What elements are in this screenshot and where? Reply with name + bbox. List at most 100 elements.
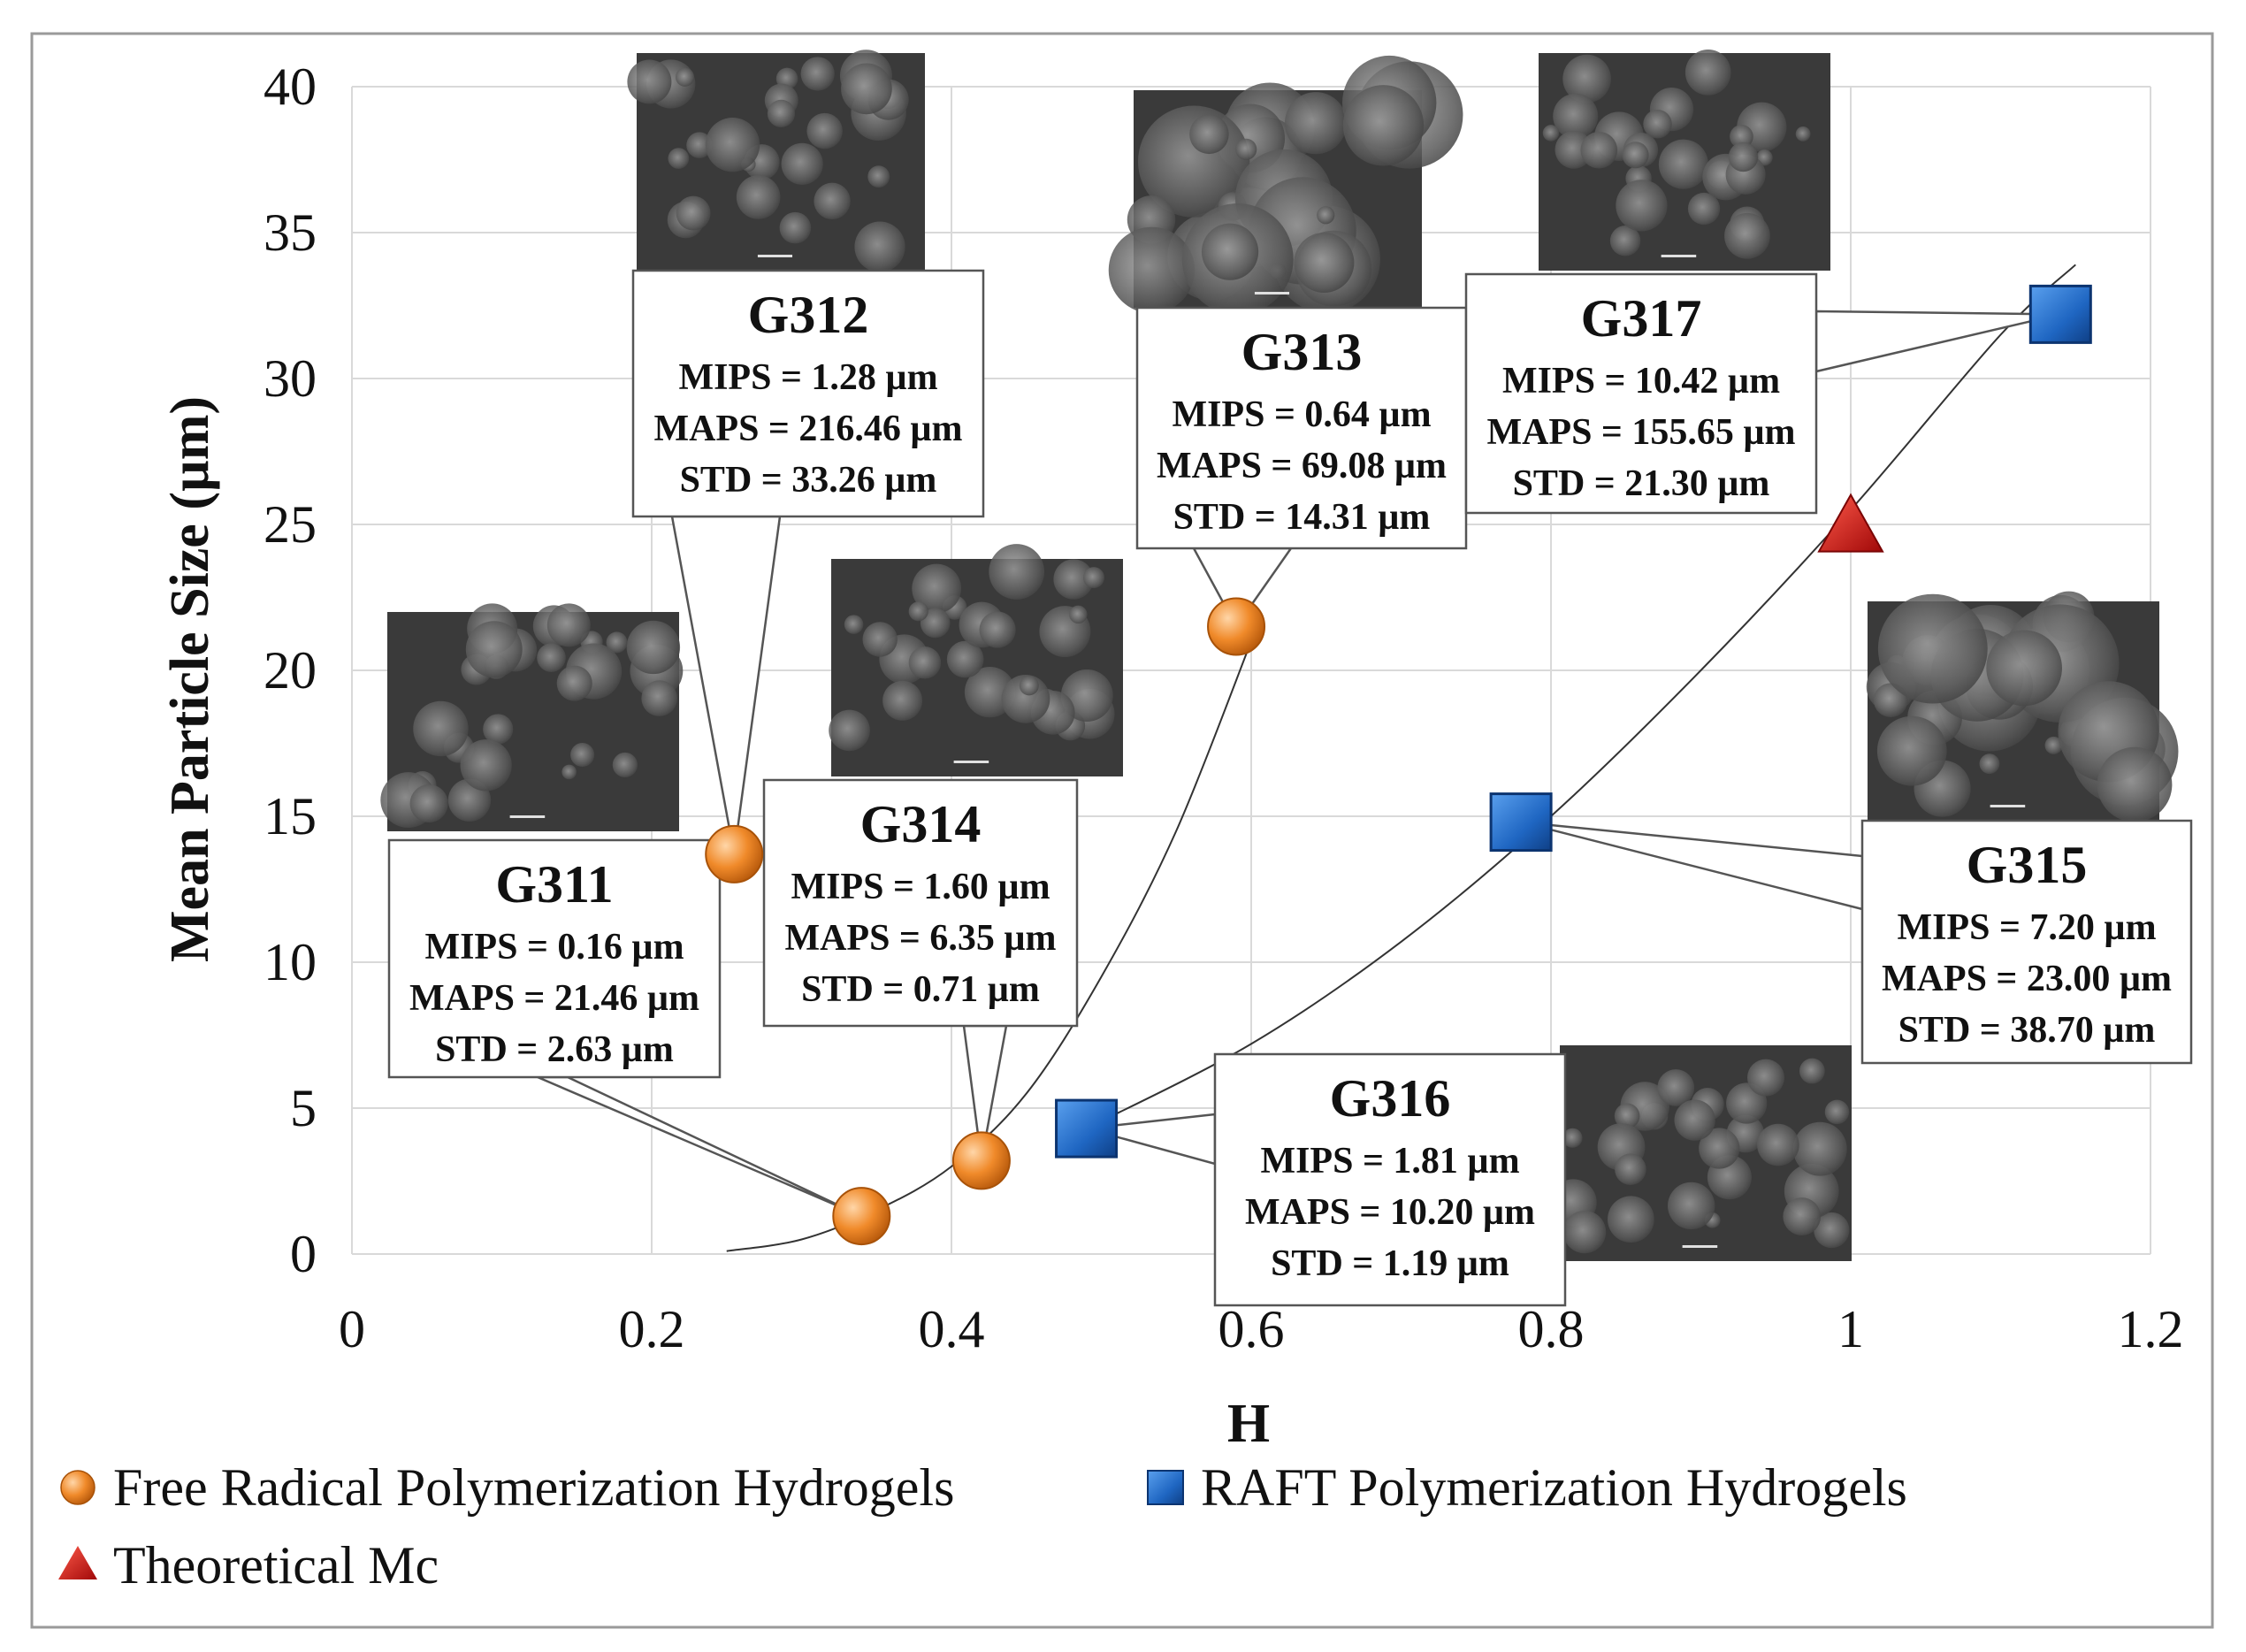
sem-particle [483,714,514,745]
raft-trend [1086,264,2076,1129]
sem-scale-bar [1661,255,1697,257]
sem-particle [1728,141,1759,172]
label-line: MIPS = 0.16 µm [424,927,684,967]
label-title: G315 [1967,836,2088,894]
sem-particle [882,680,923,721]
g317-point [2028,284,2092,344]
sem-particle [800,57,835,91]
sem-scale-bar [509,815,546,818]
sem-particle [841,63,892,115]
sem-particle [1783,1197,1822,1235]
sem-particle [1542,125,1560,141]
y-tick-label: 15 [264,787,317,845]
sem-particle [806,112,843,149]
sem-particle [1615,1153,1646,1185]
sem-particle [1069,605,1088,624]
label-line: MAPS = 6.35 µm [784,918,1056,959]
sem-particle [627,59,672,104]
sem-particle [1553,93,1599,139]
sem-particle [1876,715,1947,786]
label-line: STD = 33.26 µm [680,460,937,501]
label-title: G313 [1241,323,1363,381]
label-line: MIPS = 0.64 µm [1172,394,1431,435]
label-line: MAPS = 21.46 µm [409,978,699,1019]
sem-particle [767,99,796,127]
sem-particle [537,643,566,672]
sem-particle [1082,567,1104,589]
label-title: G311 [495,855,613,914]
sem-scale-bar [1254,292,1290,294]
x-tick-label: 0.2 [619,1300,685,1358]
x-tick-label: 1.2 [2118,1300,2184,1358]
label-line: STD = 14.31 µm [1173,497,1431,538]
sem-particle [1730,125,1753,149]
sem-particle [854,221,905,272]
sem-particle [781,142,823,185]
sem-particle [814,182,851,220]
x-tick-label: 0.8 [1518,1300,1585,1358]
sem-particle [908,646,942,679]
label-box-g315: G315 MIPS = 7.20 µm MAPS = 23.00 µm STD = 3… [1860,819,2193,1065]
sem-particle [612,752,638,778]
sem-particle [829,709,870,752]
sem-particle [1201,223,1259,280]
sem-particle [668,148,690,169]
sem-image-layer [380,49,2179,1261]
sem-image-g311 [380,603,684,831]
label-line: MAPS = 216.46 µm [653,409,962,449]
y-tick-label: 0 [290,1225,317,1283]
callout-layer [537,310,2061,1218]
label-box-frame [762,778,1079,1028]
legend-item-3: Theoretical Mc [58,1536,439,1595]
sem-particle [1799,1058,1825,1084]
sem-particle [2044,736,2063,754]
legend: Free Radical Polymerization Hydrogels RAF… [58,1458,1907,1595]
sem-particle [1562,1210,1607,1254]
sem-particle [867,165,890,188]
y-tick-label: 5 [290,1079,317,1137]
marker-layer [705,284,2092,1246]
legend-square-icon [1147,1470,1184,1505]
label-box-g316: G316 MIPS = 1.81 µm MAPS = 10.20 µm STD = 1… [1213,1052,1567,1307]
label-line: MIPS = 7.20 µm [1897,907,2156,948]
sem-particle [908,601,928,622]
legend-label: RAFT Polymerization Hydrogels [1201,1458,1907,1517]
sem-particle [1824,1099,1850,1125]
sem-image-g315 [1866,591,2179,822]
legend-label: Theoretical Mc [113,1536,439,1595]
sem-particle [1674,1099,1715,1141]
sem-particle [641,680,678,716]
label-line: MIPS = 1.60 µm [791,867,1050,907]
label-box-frame [1464,272,1818,515]
label-line: STD = 38.70 µm [1898,1010,2156,1051]
label-title: G317 [1581,289,1702,348]
label-box-frame [1213,1052,1567,1307]
sem-particle [1342,85,1425,166]
sem-particle [1979,753,2000,775]
label-box-frame [1860,819,2193,1065]
sem-particle [1814,1212,1850,1249]
label-title: G314 [860,795,982,853]
sem-particle [1792,1121,1847,1176]
sem-particle [1562,54,1611,103]
sem-image-g314 [829,544,1123,776]
label-box-frame [631,269,985,518]
label-line: STD = 2.63 µm [435,1029,674,1070]
label-box-frame [1135,306,1468,550]
label-box-g312: G312 MIPS = 1.28 µm MAPS = 216.46 µm STD = … [631,269,985,518]
g311-point [832,1187,891,1246]
x-axis-title: H [1227,1394,1270,1454]
sem-particle [1668,1182,1715,1230]
legend-item-2: RAFT Polymerization Hydrogels [1147,1458,1907,1517]
sem-particle [1616,180,1668,232]
sem-particle [1877,593,1988,704]
sem-particle [705,117,760,172]
sem-particle [862,622,898,657]
legend-circle-icon [60,1470,95,1505]
sem-particle [1724,212,1770,259]
sem-particle [1657,1069,1695,1106]
label-box-g317: G317 MIPS = 10.42 µm MAPS = 155.65 µm STD =… [1464,272,1818,515]
y-tick-label: 30 [264,349,317,408]
sem-image-g317 [1539,49,1830,271]
sem-particle [946,640,984,678]
